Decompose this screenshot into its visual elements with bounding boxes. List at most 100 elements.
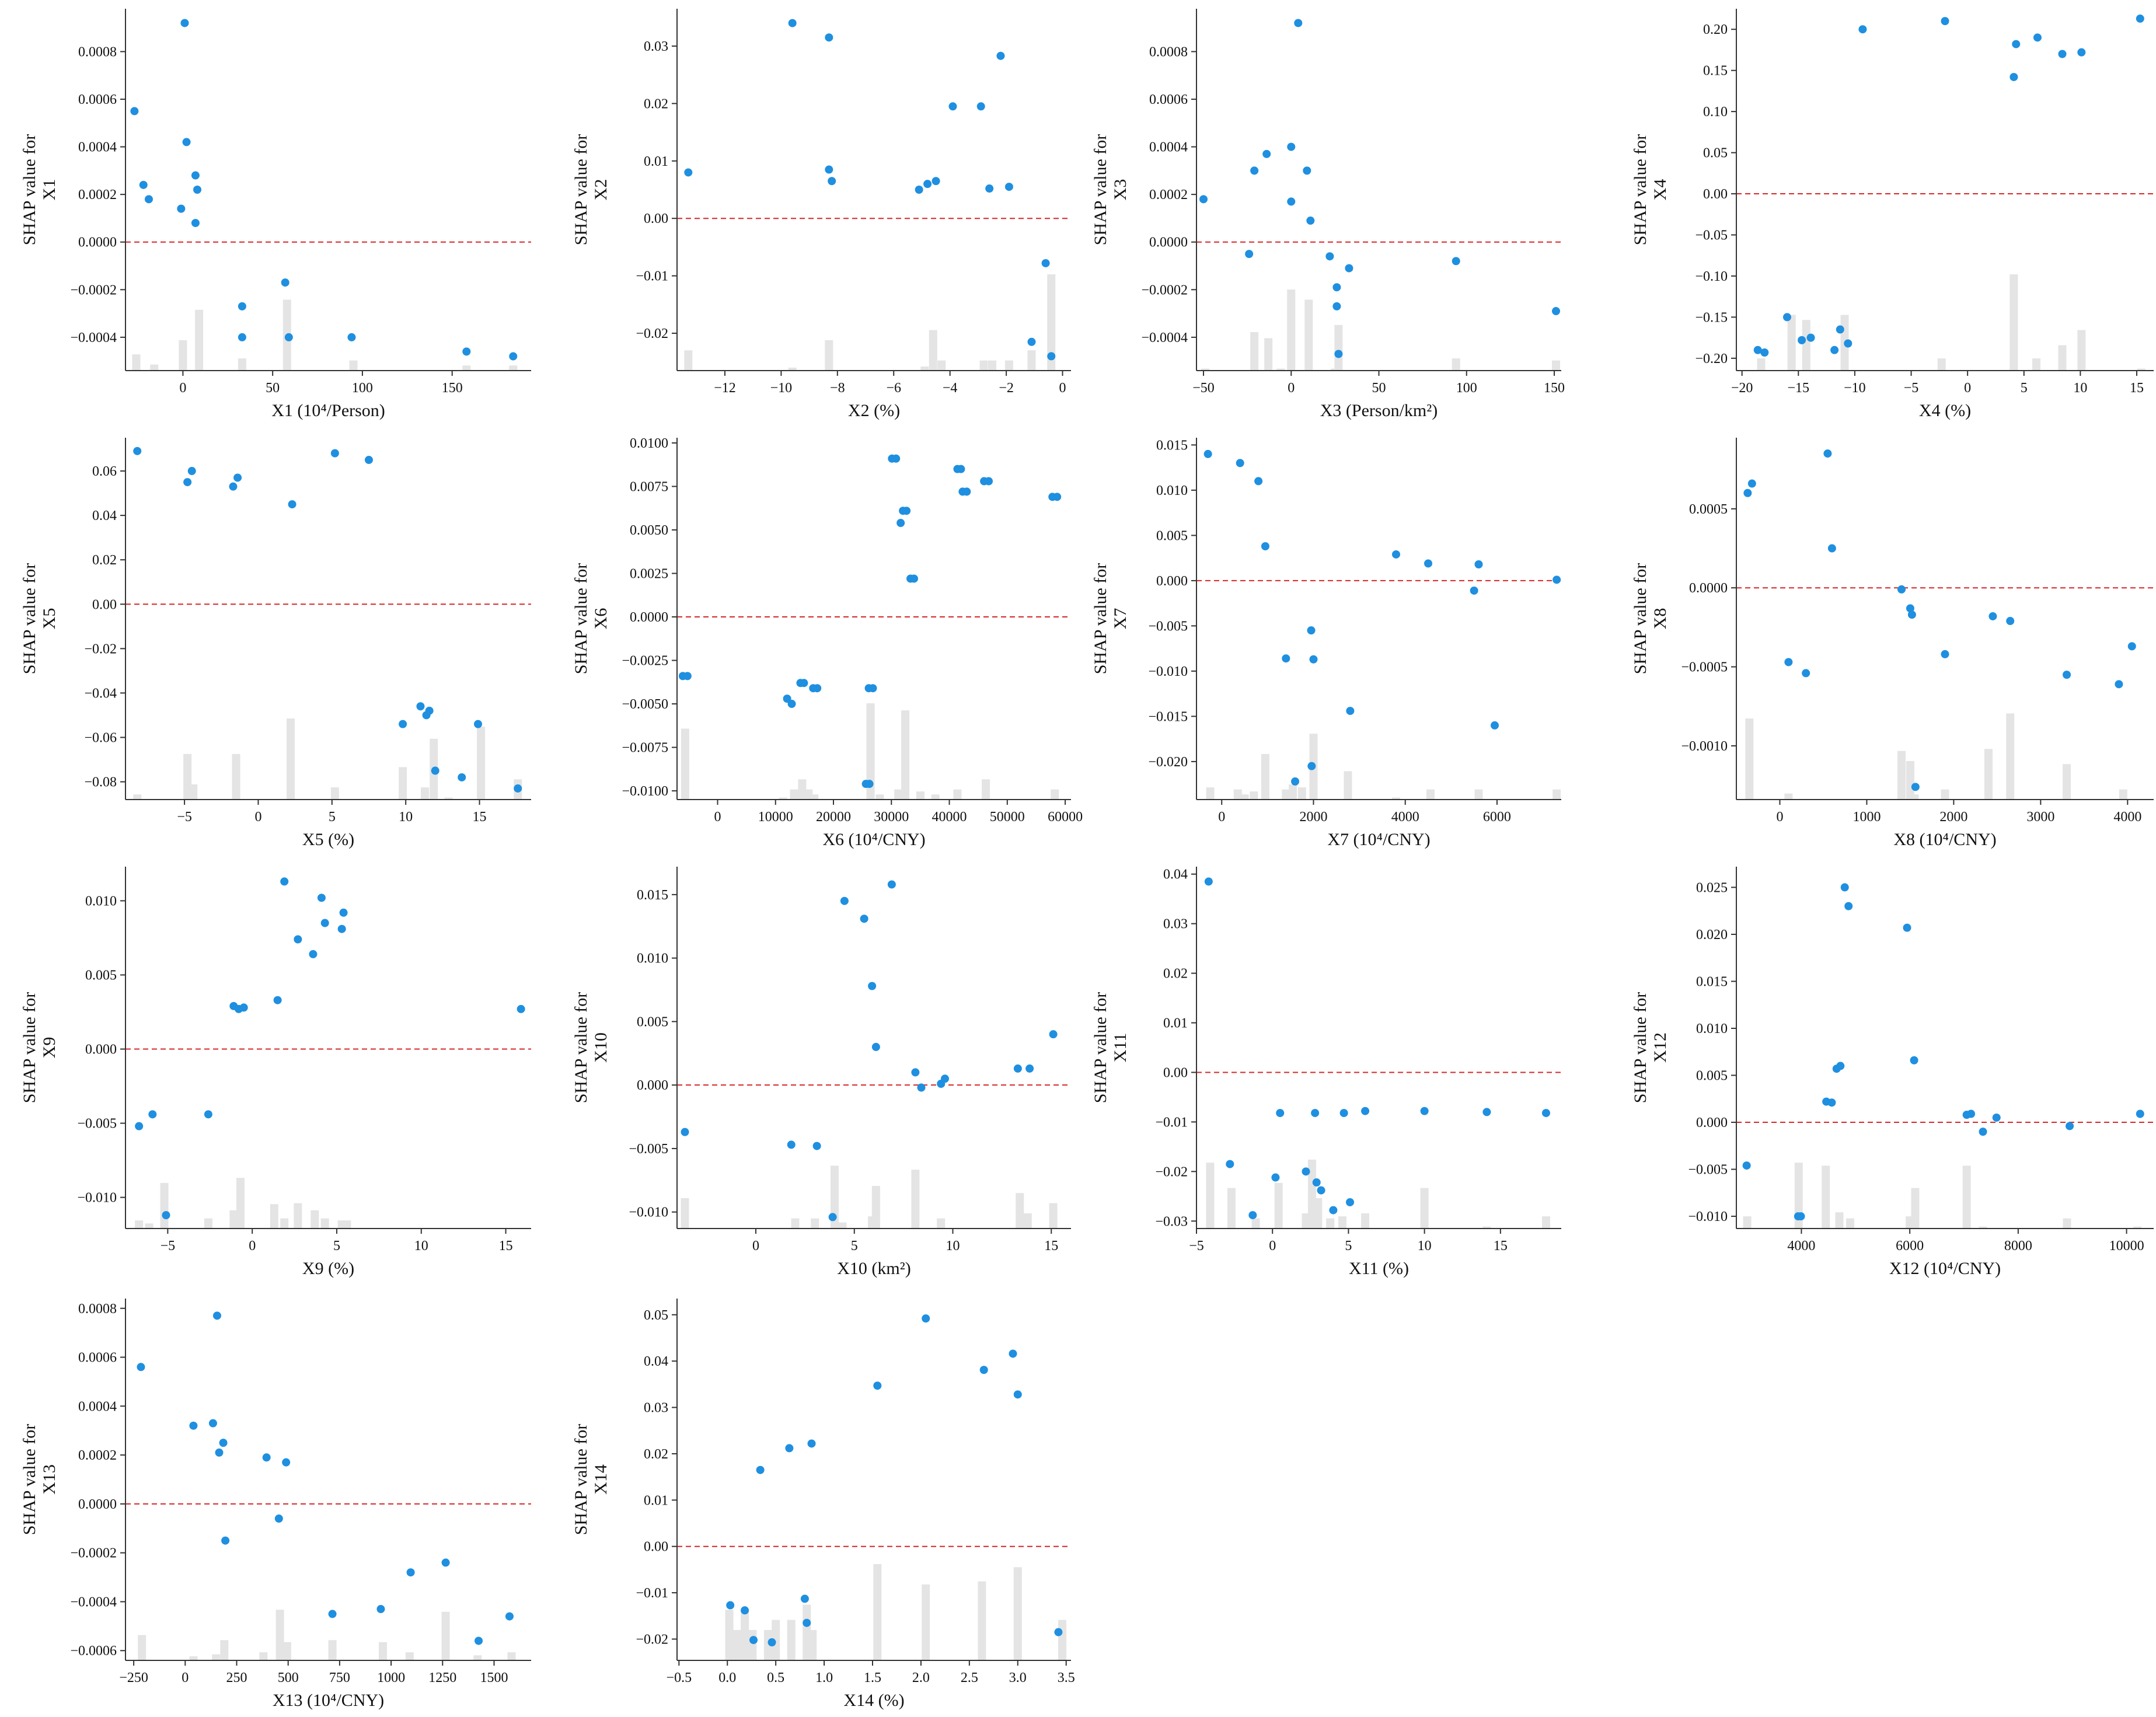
x1-shap-point — [180, 19, 189, 27]
x9-y-tick-label: 0.010 — [85, 894, 117, 909]
x11-shap-point — [1312, 1178, 1321, 1187]
x1-shap-point — [238, 302, 246, 310]
x4-hist-bar — [2032, 358, 2041, 371]
x5-y-tick-label: −0.06 — [84, 730, 117, 745]
x14-shap-point — [749, 1636, 758, 1645]
x6-hist-bar — [681, 728, 689, 800]
x2-shap-point — [684, 168, 693, 177]
x5-y-tick-label: −0.08 — [84, 775, 117, 790]
x8-hist-bar — [1897, 751, 1906, 800]
x8-shap-point — [1802, 669, 1810, 678]
x2-hist-bar — [684, 350, 693, 371]
x14-hist-bar — [1058, 1620, 1067, 1660]
x5-x-tick-label: 5 — [329, 809, 336, 825]
x3-y-axis-label: SHAP value forX3 — [1091, 134, 1130, 246]
x10-shap-point — [868, 982, 877, 990]
x1-y-axis-label: SHAP value forX1 — [20, 134, 59, 246]
x6-y-axis-label: SHAP value forX6 — [571, 563, 610, 675]
x12-y-tick-label: −0.010 — [1688, 1209, 1728, 1224]
x9-shap-point — [239, 1003, 248, 1012]
x13-x-tick-label: 750 — [329, 1670, 350, 1685]
x6-shap-point — [909, 574, 918, 583]
x8-shap-point — [1911, 783, 1920, 791]
x1-dependence-plot: 0 50 100 150 −0.0004 −0.0002 0.0000 0.0002 0.000… — [20, 9, 531, 420]
x4-hist-bar — [2010, 274, 2018, 371]
x3-x-tick-label: −50 — [1192, 381, 1215, 396]
x12-hist-bar — [1835, 1212, 1844, 1229]
x4-x-tick-label: 10 — [2073, 381, 2087, 396]
x3-shap-point — [1303, 166, 1311, 175]
x2-shap-point — [996, 51, 1005, 60]
x13-y-tick-label: 0.0002 — [78, 1448, 117, 1463]
x4-y-axis-label: SHAP value forX4 — [1631, 134, 1670, 246]
x9-shap-point — [320, 919, 329, 927]
x9-x-tick-label: 0 — [249, 1238, 256, 1254]
x10-hist-bar — [831, 1165, 839, 1229]
x4-shap-point — [1782, 313, 1791, 322]
x3-hist-bar — [1201, 368, 1210, 371]
x4-hist-bar — [2058, 345, 2067, 371]
x13-y-tick-label: −0.0002 — [70, 1546, 117, 1561]
x4-y-tick-label: 0.20 — [1703, 22, 1728, 37]
x10-y-tick-label: 0.010 — [637, 951, 668, 966]
x5-shap-point — [229, 482, 238, 491]
x7-hist-bar — [1391, 797, 1400, 800]
x12-y-tick-label: 0.020 — [1696, 927, 1728, 943]
x14-hist-bar — [741, 1610, 749, 1660]
x9-hist-bar — [145, 1223, 153, 1229]
x12-hist-bar — [1979, 1226, 1987, 1229]
x14-shap-point — [726, 1601, 735, 1610]
x9-shap-point — [339, 908, 348, 917]
x13-shap-point — [221, 1536, 230, 1545]
x11-shap-point — [1541, 1109, 1550, 1118]
x9-hist-bar — [229, 1210, 238, 1229]
x13-y-tick-label: 0.0008 — [78, 1301, 117, 1317]
x11-y-tick-label: 0.02 — [1163, 966, 1188, 982]
x3-hist-bar — [1452, 358, 1460, 371]
x13-y-tick-label: 0.0000 — [78, 1497, 117, 1512]
x9-hist-bar — [320, 1218, 329, 1229]
x8-y-axis-label-line1: SHAP value for — [1631, 563, 1650, 675]
x12-hist-bar — [1794, 1163, 1803, 1229]
x5-x-tick-label: −5 — [177, 809, 192, 825]
x6-y-tick-label: 0.0050 — [630, 523, 668, 538]
x1-y-tick-label: 0.0006 — [78, 92, 117, 107]
x4-x-tick-label: 0 — [1964, 381, 1971, 396]
x14-x-tick-label: 1.5 — [864, 1670, 881, 1685]
x7-shap-point — [1203, 449, 1212, 458]
x10-hist-bar — [791, 1218, 800, 1229]
x1-hist-bar — [179, 340, 187, 371]
x8-x-tick-label: 2000 — [1939, 809, 1967, 825]
x11-shap-point — [1226, 1160, 1234, 1168]
x8-shap-point — [2127, 642, 2136, 651]
x10-hist-bar — [681, 1198, 689, 1229]
x14-shap-point — [1013, 1390, 1022, 1399]
x13-x-tick-label: 1500 — [480, 1670, 508, 1685]
x7-hist-bar — [1282, 789, 1290, 800]
x3-hist-bar — [1551, 360, 1560, 371]
x14-y-axis-label-line2: X14 — [591, 1464, 610, 1495]
x3-y-tick-label: 0.0008 — [1149, 44, 1188, 60]
x8-hist-bar — [1745, 718, 1754, 800]
x8-x-tick-label: 0 — [1776, 809, 1783, 825]
x13-hist-bar — [138, 1635, 146, 1660]
x1-y-tick-label: 0.0004 — [78, 140, 117, 155]
x8-shap-point — [1906, 604, 1914, 613]
x12-hist-bar — [2133, 1226, 2142, 1229]
x1-shap-point — [281, 278, 289, 287]
x12-y-tick-label: −0.005 — [1688, 1163, 1728, 1178]
x9-shap-point — [135, 1122, 144, 1130]
x13-hist-bar — [507, 1652, 516, 1660]
x8-shap-point — [2063, 671, 2071, 679]
x5-hist-bar — [133, 794, 142, 800]
x10-y-axis-label-line1: SHAP value for — [571, 992, 591, 1104]
x1-x-tick-label: 150 — [442, 381, 463, 396]
x14-x-tick-label: 1.0 — [815, 1670, 833, 1685]
x14-hist-bar — [873, 1564, 882, 1660]
x6-x-tick-label: 10000 — [758, 809, 793, 825]
x12-hist-bar — [1911, 1188, 1920, 1229]
x4-shap-point — [2033, 33, 2042, 42]
x4-x-tick-label: 15 — [2130, 381, 2144, 396]
x14-shap-point — [1054, 1628, 1063, 1636]
